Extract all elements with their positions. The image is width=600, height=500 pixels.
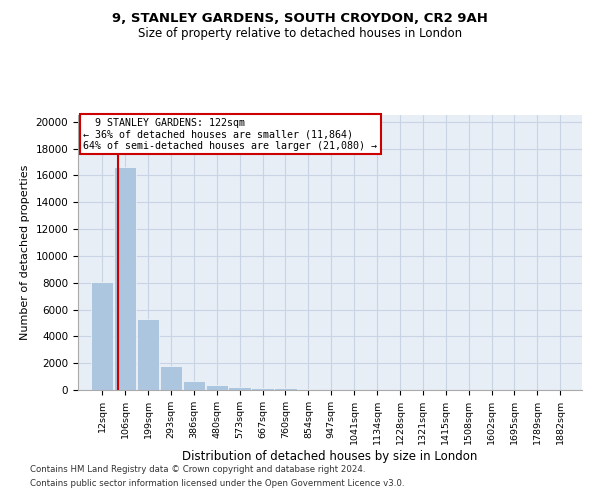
Bar [251,388,274,390]
Bar [114,168,136,390]
Bar [160,366,182,390]
Y-axis label: Number of detached properties: Number of detached properties [20,165,30,340]
Bar [91,282,113,390]
Bar [297,388,320,390]
Text: 9, STANLEY GARDENS, SOUTH CROYDON, CR2 9AH: 9, STANLEY GARDENS, SOUTH CROYDON, CR2 9… [112,12,488,26]
Bar [182,381,205,390]
Bar [274,388,296,390]
X-axis label: Distribution of detached houses by size in London: Distribution of detached houses by size … [182,450,478,462]
Text: 9 STANLEY GARDENS: 122sqm
← 36% of detached houses are smaller (11,864)
64% of s: 9 STANLEY GARDENS: 122sqm ← 36% of detac… [83,118,377,151]
Text: Contains HM Land Registry data © Crown copyright and database right 2024.: Contains HM Land Registry data © Crown c… [30,465,365,474]
Text: Contains public sector information licensed under the Open Government Licence v3: Contains public sector information licen… [30,478,404,488]
Bar [137,319,159,390]
Bar [206,386,228,390]
Bar [229,387,251,390]
Text: Size of property relative to detached houses in London: Size of property relative to detached ho… [138,28,462,40]
